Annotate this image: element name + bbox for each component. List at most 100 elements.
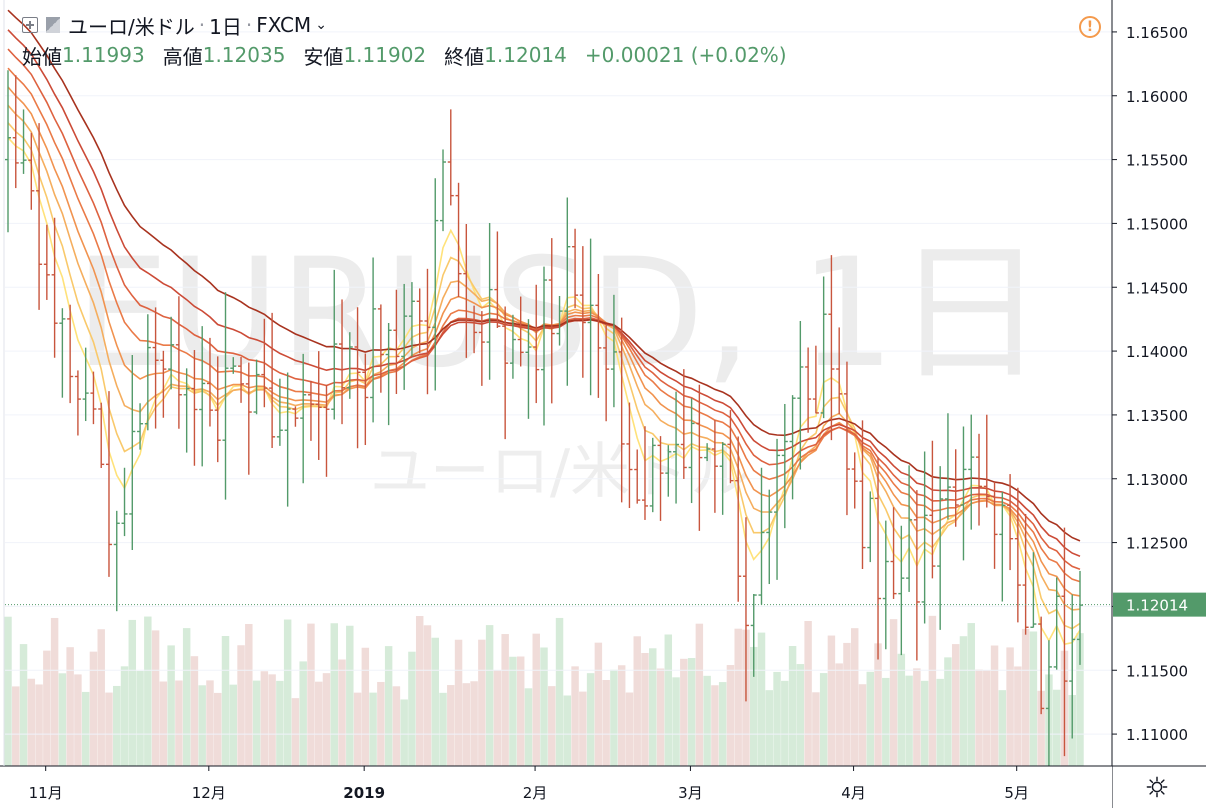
volume-bar: [330, 623, 338, 766]
price-tick-label: 1.16000: [1126, 88, 1188, 106]
ohlc-bar: [704, 443, 711, 462]
volume-bar: [571, 666, 579, 766]
volume-bar: [695, 623, 704, 766]
plus-square-icon[interactable]: [22, 17, 38, 33]
ohlc-bar: [1077, 570, 1083, 665]
ohlc-bar: [486, 222, 493, 380]
ohlc-bar: [579, 246, 586, 378]
volume-bar: [672, 677, 680, 766]
volume-bar: [664, 634, 673, 766]
volume-bar: [470, 681, 478, 766]
ohlc-bar: [921, 451, 928, 624]
volume-layer: [4, 615, 1084, 766]
price-tick-label: 1.13000: [1126, 471, 1188, 489]
volume-bar: [136, 670, 144, 766]
volume-bar: [734, 628, 742, 766]
ohlc-bar: [898, 525, 905, 656]
volume-bar: [182, 628, 191, 766]
ohlc-bar: [836, 327, 843, 415]
ohlc-bar: [541, 266, 547, 426]
volume-bar: [221, 635, 230, 766]
ohlc-bar: [820, 276, 827, 419]
volume-bar: [773, 671, 781, 766]
exchange-label[interactable]: FXCM: [256, 13, 312, 37]
ohlc-bar: [160, 350, 167, 418]
volume-bar: [703, 675, 711, 766]
ohlc-bar: [968, 414, 975, 530]
volume-bar: [1014, 666, 1022, 766]
ohlc-bar: [5, 70, 11, 233]
time-tick-label: 11月: [29, 784, 63, 802]
ohlc-bar: [432, 178, 439, 391]
volume-bar: [920, 680, 929, 766]
ohlc-bar: [929, 440, 936, 579]
volume-bar: [237, 645, 245, 766]
ohlc-bar: [960, 426, 967, 561]
flag-icon[interactable]: [46, 17, 60, 33]
volume-bar: [594, 642, 603, 766]
volume-bar: [501, 634, 509, 766]
ohlc-bar: [183, 368, 190, 453]
time-tick-label: 2019: [343, 784, 385, 802]
ohlc-bar: [805, 347, 812, 433]
volume-bar: [913, 668, 921, 766]
ohlc-bar: [774, 438, 781, 580]
ohlc-bar: [742, 517, 749, 702]
volume-bar: [656, 668, 665, 766]
ohlc-bar: [906, 465, 913, 592]
volume-bar: [314, 681, 323, 766]
low-value: 1.11902: [343, 43, 427, 67]
volume-bar: [555, 617, 564, 766]
ohlc-bar: [517, 296, 524, 367]
ohlc-bar: [471, 305, 478, 354]
ohlc-bar: [976, 433, 983, 526]
ohlc-bar: [152, 307, 159, 429]
watermark-sub: ユーロ/米ドル: [370, 437, 750, 507]
volume-bar: [462, 683, 471, 766]
ohlc-bar: [245, 362, 252, 475]
ohlc-bar: [105, 391, 112, 577]
ohlc-bar: [641, 426, 648, 520]
volume-bar: [58, 673, 67, 766]
volume-bar: [447, 685, 455, 766]
symbol-name[interactable]: ユーロ/米ドル: [68, 14, 195, 39]
gear-icon[interactable]: [1146, 776, 1168, 798]
chevron-down-icon[interactable]: ⌄: [315, 17, 327, 33]
interval-label[interactable]: 1日: [209, 14, 242, 39]
volume-bar: [711, 685, 719, 766]
ohlc-bar: [502, 306, 509, 440]
ohlc-bar: [727, 410, 734, 484]
ohlc-bar: [315, 351, 322, 460]
volume-bar: [12, 686, 20, 766]
ohlc-bar: [587, 238, 594, 396]
volume-bar: [369, 692, 377, 766]
ohlc-bar: [843, 361, 850, 516]
warning-icon[interactable]: !: [1079, 16, 1101, 38]
ohlc-bar: [377, 304, 384, 393]
ohlc-bar: [129, 355, 136, 550]
low-label: 安値: [303, 44, 344, 69]
time-tick-label: 2月: [523, 784, 548, 802]
volume-bar: [353, 692, 362, 766]
high-label: 高値: [162, 44, 203, 69]
volume-bar: [509, 656, 517, 766]
ohlc-bar: [595, 274, 602, 398]
ohlc-bar: [43, 224, 50, 300]
volume-bar: [610, 669, 618, 766]
ohlc-bar: [828, 255, 835, 441]
time-axis-panel: [0, 766, 1112, 808]
volume-bar: [89, 651, 98, 766]
ohlc-bar: [230, 357, 237, 374]
volume-bar: [50, 617, 59, 766]
ohlc-bar: [999, 491, 1006, 602]
ohlc-bar: [51, 217, 58, 358]
volume-bar: [726, 665, 735, 766]
volume-bar: [307, 623, 315, 766]
ohlc-bar: [354, 307, 361, 449]
ohlc-bar: [665, 445, 672, 497]
volume-bar: [423, 625, 432, 766]
price-tick-label: 1.13500: [1126, 407, 1188, 425]
ohlc-bar: [789, 395, 796, 500]
ohlc-bar: [944, 413, 951, 520]
